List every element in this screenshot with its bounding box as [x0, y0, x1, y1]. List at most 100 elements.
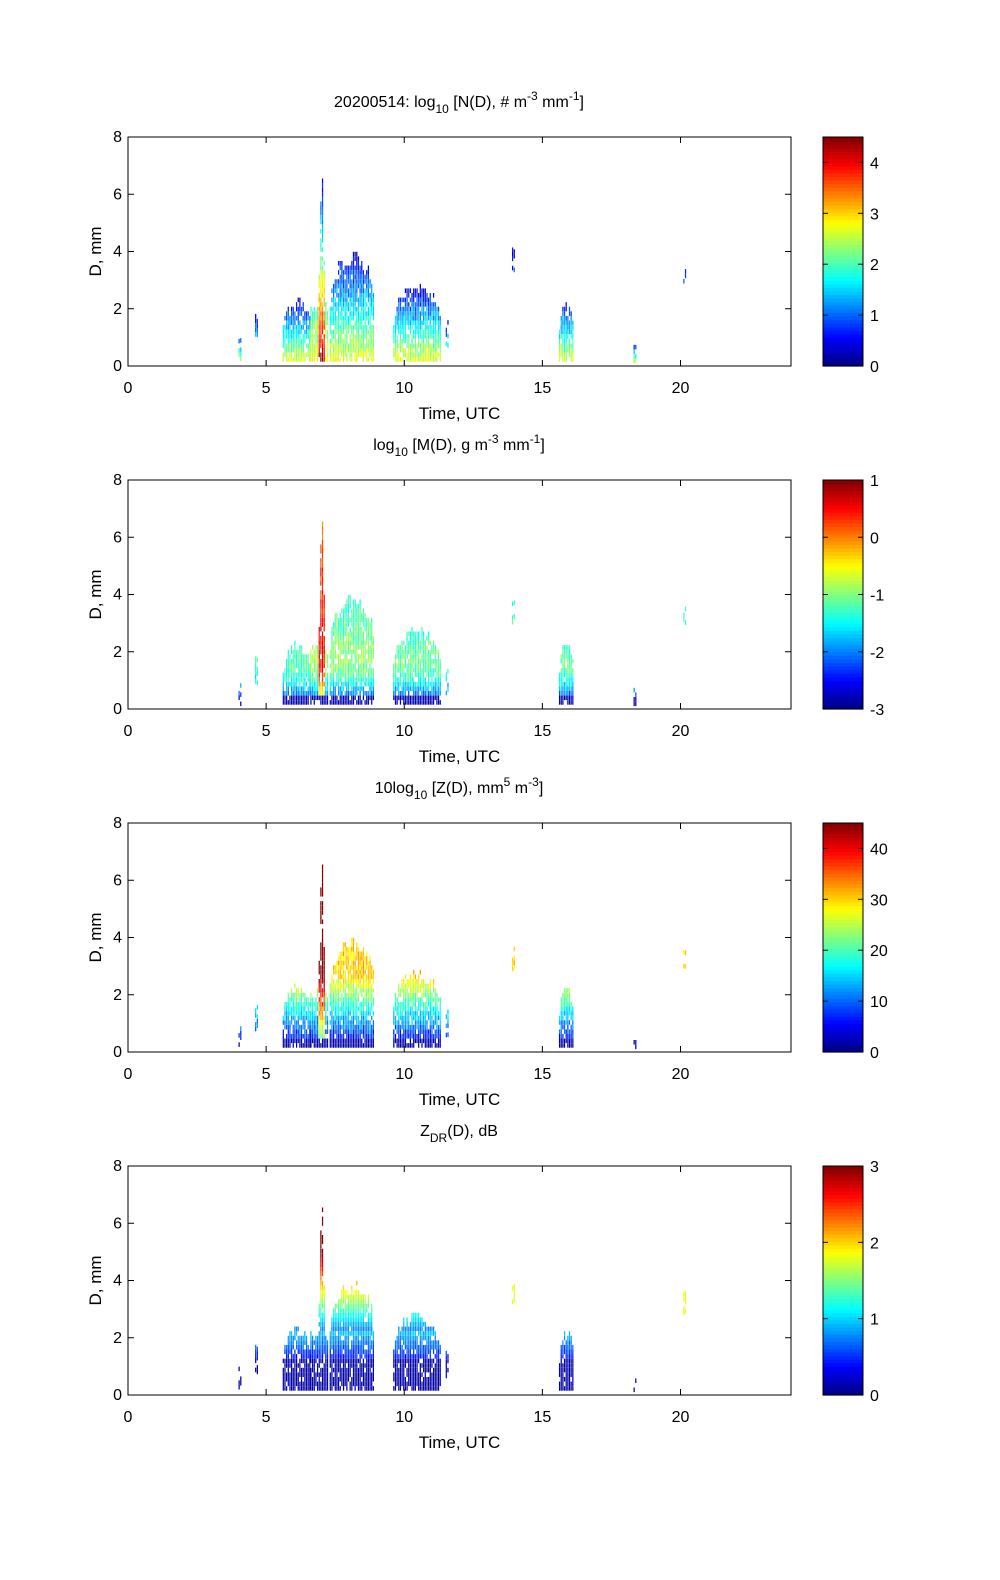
heatmap-cell	[369, 1038, 371, 1044]
heatmap-cell	[351, 622, 353, 627]
heatmap-cell	[357, 663, 360, 669]
heatmap-cell	[337, 1358, 340, 1364]
heatmap-cell	[413, 631, 415, 637]
heatmap-cell	[560, 334, 562, 339]
heatmap-cell	[409, 672, 412, 678]
heatmap-cell	[411, 325, 413, 330]
heatmap-cell	[635, 1044, 637, 1050]
heatmap-cell	[342, 997, 345, 1002]
heatmap-cell	[337, 1317, 340, 1323]
heatmap-cell	[434, 654, 436, 659]
heatmap-cell	[356, 677, 358, 682]
heatmap-cell	[292, 1386, 294, 1391]
heatmap-cell	[359, 1001, 361, 1007]
heatmap-cell	[416, 347, 418, 353]
heatmap-cell	[361, 677, 363, 682]
heatmap-cell	[286, 1015, 288, 1021]
heatmap-cell	[352, 1354, 355, 1359]
heatmap-cell	[347, 988, 350, 993]
heatmap-cell	[371, 329, 373, 335]
heatmap-cell	[292, 1006, 294, 1012]
heatmap-cell	[351, 352, 353, 358]
heatmap-cell	[339, 343, 341, 348]
heatmap-cell	[316, 645, 319, 650]
heatmap-cell	[311, 1344, 314, 1350]
heatmap-cell	[439, 677, 441, 682]
heatmap-cell	[305, 315, 308, 321]
colorbar-step	[823, 533, 863, 538]
heatmap-cell	[310, 1043, 312, 1048]
heatmap-cell	[349, 992, 351, 998]
heatmap-cell	[361, 951, 363, 957]
heatmap-cell	[349, 315, 351, 321]
heatmap-cell	[320, 1234, 322, 1240]
heatmap-cell	[429, 352, 431, 358]
heatmap-cell	[318, 1015, 320, 1021]
heatmap-cell	[406, 288, 408, 294]
heatmap-cell	[304, 1340, 306, 1345]
heatmap-cell	[325, 334, 327, 339]
heatmap-cell	[337, 1349, 340, 1355]
heatmap-cell	[315, 1381, 317, 1387]
heatmap-cell	[341, 956, 343, 961]
heatmap-cell	[404, 347, 407, 353]
heatmap-cell	[294, 329, 296, 335]
heatmap-cell	[371, 352, 373, 358]
heatmap-cell	[351, 668, 353, 673]
heatmap-cell	[320, 622, 322, 627]
heatmap-cell	[364, 649, 366, 655]
heatmap-cell	[406, 997, 408, 1002]
heatmap-cell	[311, 658, 314, 664]
heatmap-cell	[331, 1376, 333, 1382]
heatmap-cell	[408, 681, 410, 687]
heatmap-cell	[558, 352, 561, 358]
heatmap-cell	[334, 1376, 336, 1382]
heatmap-cell	[323, 613, 325, 618]
heatmap-cell	[332, 690, 335, 696]
heatmap-cell	[428, 663, 430, 669]
heatmap-cell	[295, 1038, 298, 1044]
heatmap-cell	[416, 1020, 418, 1025]
heatmap-cell	[325, 1386, 327, 1391]
heatmap-cell	[341, 686, 343, 691]
heatmap-cell	[364, 352, 366, 358]
heatmap-cell	[341, 329, 343, 335]
heatmap-cell	[354, 1006, 356, 1012]
heatmap-cell	[311, 1386, 314, 1391]
heatmap-cell	[447, 1009, 449, 1015]
heatmap-cell	[361, 640, 363, 646]
heatmap-cell	[635, 344, 637, 350]
heatmap-cell	[334, 983, 336, 989]
heatmap-cell	[419, 1020, 421, 1025]
heatmap-cell	[344, 1381, 346, 1387]
heatmap-cell	[323, 1294, 325, 1300]
heatmap-cell	[347, 1001, 350, 1007]
heatmap-cell	[342, 1322, 345, 1327]
heatmap-cell	[318, 1358, 320, 1364]
heatmap-cell	[565, 338, 567, 344]
heatmap-cell	[361, 636, 363, 641]
heatmap-cell	[339, 297, 341, 303]
heatmap-cell	[334, 1043, 336, 1048]
heatmap-cell	[332, 1006, 335, 1012]
heatmap-cell	[299, 677, 301, 682]
heatmap-cell	[369, 1024, 371, 1030]
heatmap-cell	[337, 663, 340, 669]
heatmap-cell	[567, 347, 569, 353]
heatmap-cell	[431, 352, 433, 358]
heatmap-cell	[299, 658, 301, 664]
heatmap-cell	[418, 1029, 420, 1034]
heatmap-cell	[635, 1039, 637, 1045]
heatmap-cell	[398, 311, 400, 316]
heatmap-cell	[423, 1020, 425, 1025]
heatmap-cell	[567, 320, 569, 326]
heatmap-cell	[320, 1230, 322, 1235]
heatmap-cell	[346, 649, 348, 655]
heatmap-cell	[429, 293, 431, 298]
heatmap-cell	[572, 677, 574, 682]
heatmap-cell	[372, 325, 374, 330]
colorbar-step	[823, 226, 863, 231]
heatmap-cell	[428, 658, 430, 664]
heatmap-cell	[349, 352, 351, 358]
heatmap-cell	[394, 334, 397, 339]
